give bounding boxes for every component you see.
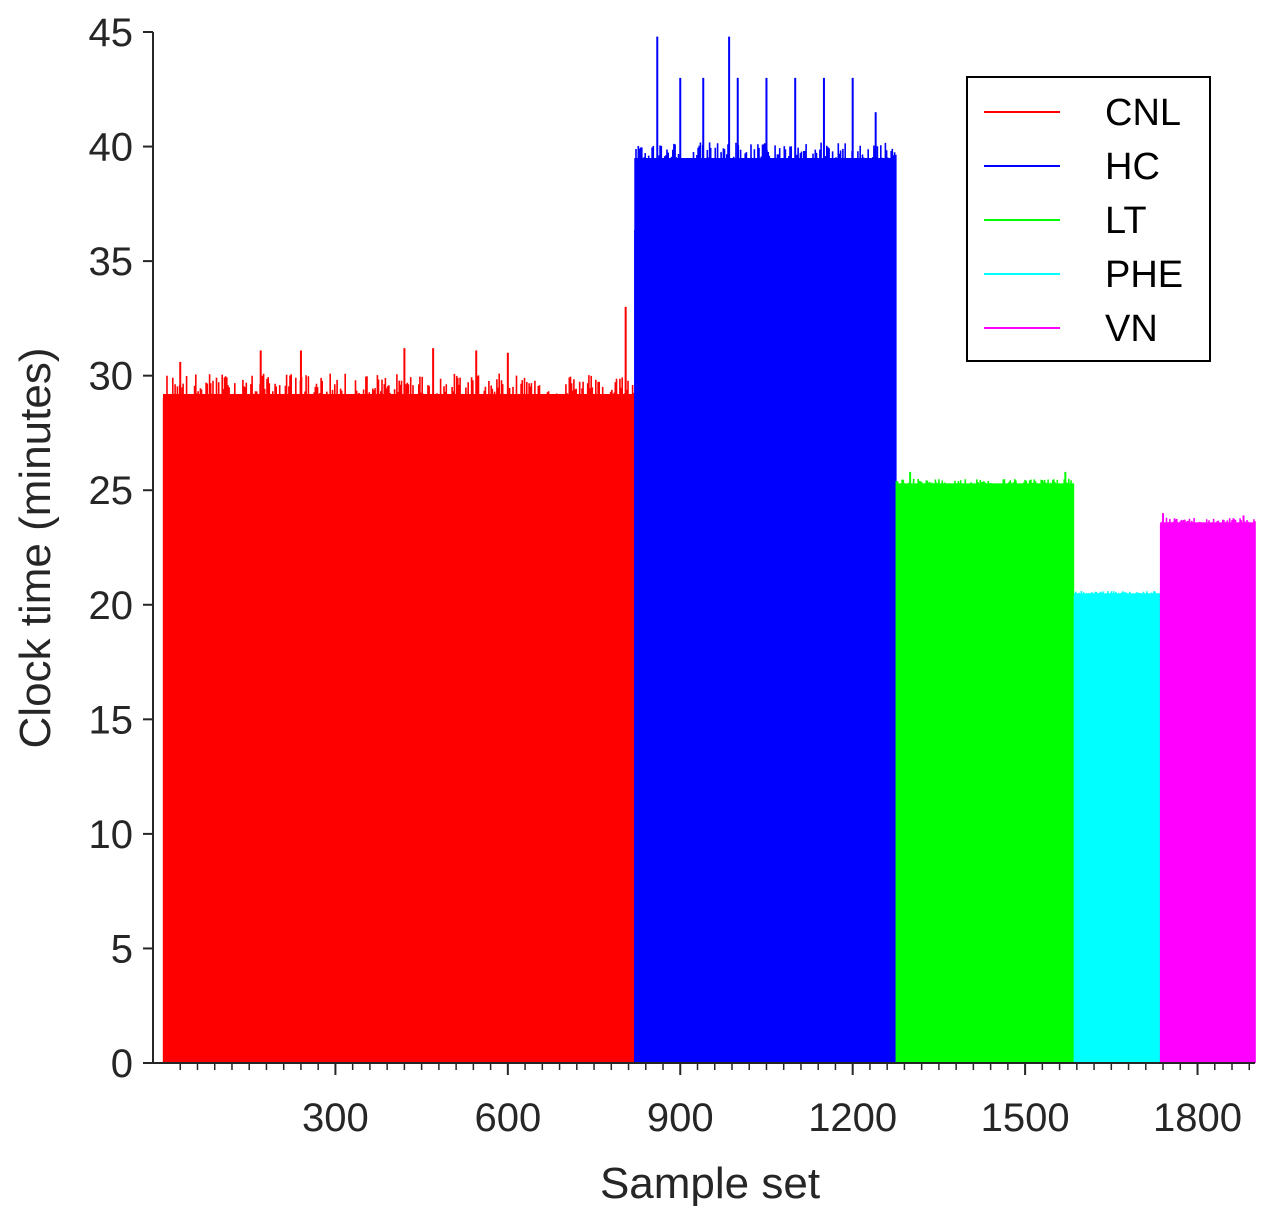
- x-axis-label: Sample set: [600, 1159, 820, 1206]
- legend-label-cnl: CNL: [1105, 92, 1181, 134]
- series-lt: [895, 471, 1075, 1063]
- y-axis-label: Clock time (minutes): [11, 348, 60, 749]
- series-cnl: [162, 306, 635, 1063]
- legend-label-vn: VN: [1105, 308, 1158, 350]
- y-tick-label-30: 30: [89, 355, 134, 399]
- series-vn: [1159, 513, 1256, 1063]
- x-tick-label-1200: 1200: [808, 1096, 897, 1140]
- x-tick-label-600: 600: [474, 1096, 541, 1140]
- x-tick-label-900: 900: [647, 1096, 714, 1140]
- y-tick-label-45: 45: [89, 11, 134, 55]
- y-tick-label-15: 15: [89, 698, 134, 742]
- y-tick-label-5: 5: [111, 927, 133, 971]
- y-tick-label-10: 10: [89, 813, 134, 857]
- series-hc: [634, 36, 897, 1063]
- bar-top-hc: [634, 142, 897, 1063]
- bar-top-cnl: [162, 373, 635, 1063]
- series-phe: [1073, 591, 1161, 1063]
- bar-top-vn: [1159, 517, 1256, 1063]
- x-tick-label-1800: 1800: [1153, 1096, 1242, 1140]
- legend-label-lt: LT: [1105, 200, 1147, 242]
- bars: [162, 36, 1256, 1063]
- legend-label-hc: HC: [1105, 146, 1160, 188]
- y-tick-label-0: 0: [111, 1042, 133, 1086]
- x-tick-label-300: 300: [302, 1096, 369, 1140]
- legend: CNL HC LT PHE VN: [966, 76, 1211, 362]
- y-tick-label-35: 35: [89, 240, 134, 284]
- y-tick-label-25: 25: [89, 469, 134, 513]
- axes: 0 5 10 15 20 25 30 35 40 45 300 600 900 1200 1500 1800: [89, 11, 1255, 1140]
- y-tick-label-40: 40: [89, 126, 134, 170]
- x-tick-label-1500: 1500: [981, 1096, 1070, 1140]
- bar-top-phe: [1073, 591, 1161, 1063]
- legend-label-phe: PHE: [1105, 254, 1183, 296]
- bar-top-lt: [895, 478, 1075, 1063]
- y-tick-label-20: 20: [89, 584, 134, 628]
